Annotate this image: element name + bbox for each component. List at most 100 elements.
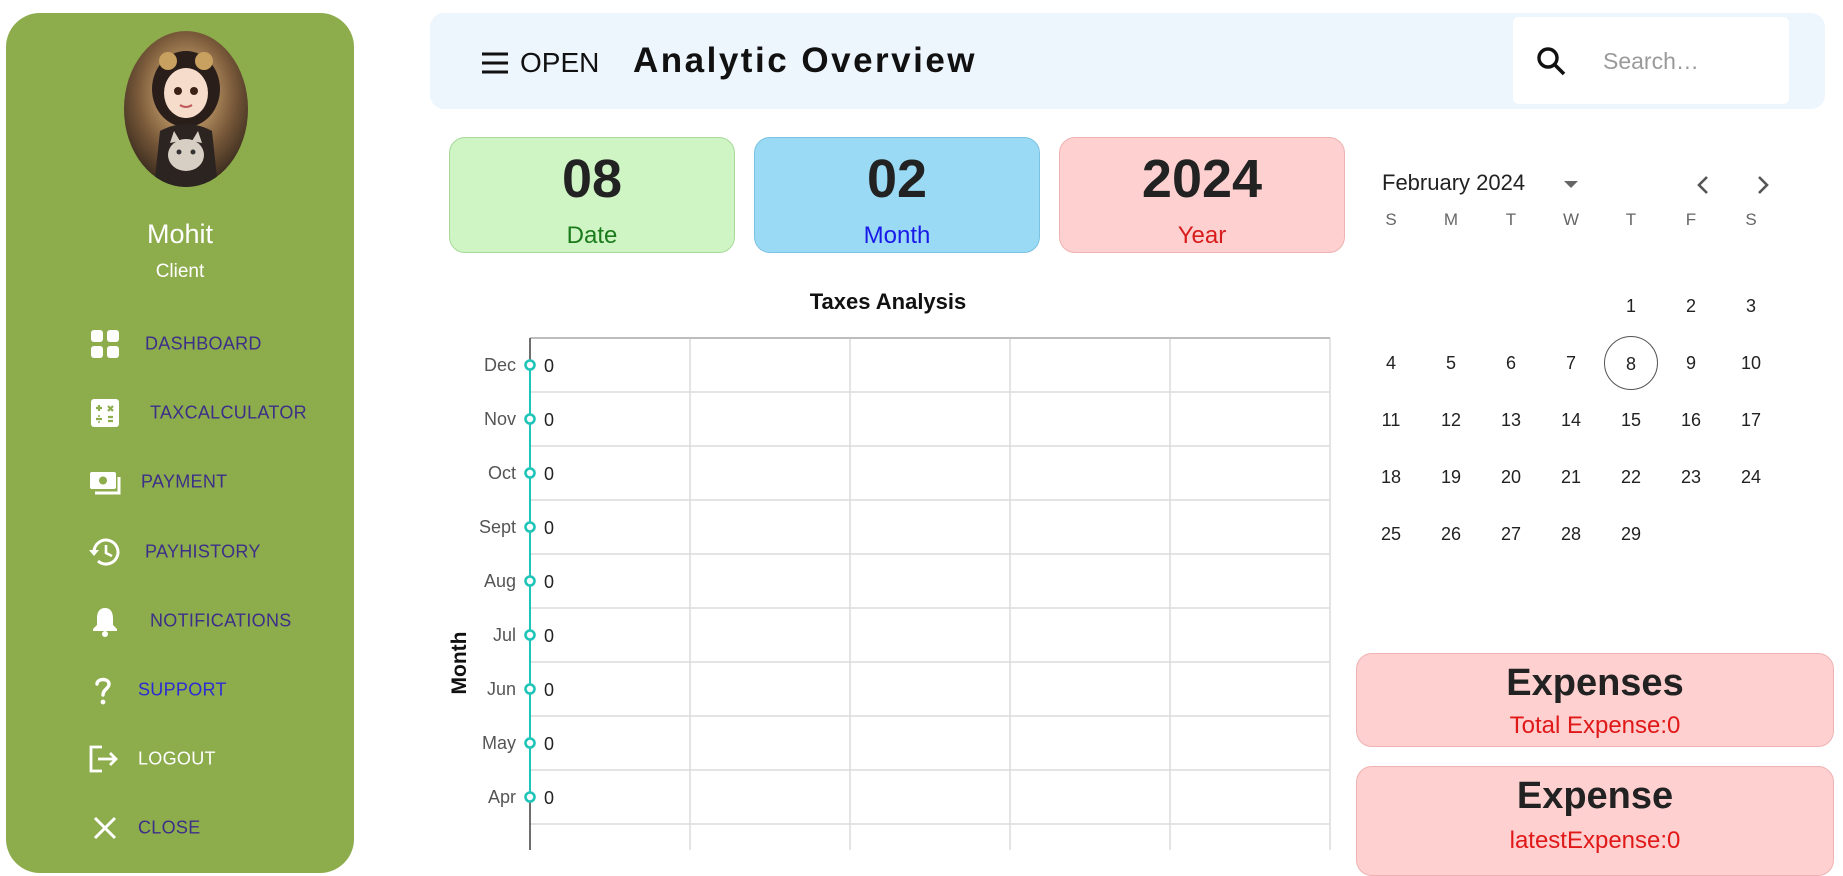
calendar-weekday: T [1505,210,1517,229]
sidebar-item-support[interactable]: SUPPORT [6,665,354,715]
y-tick-label: Jul [493,625,516,645]
calculator-icon [88,396,122,430]
data-point [524,575,536,587]
user-name: Mohit [146,219,214,249]
calendar-day[interactable]: 17 [1740,410,1762,430]
user-role: Client [155,261,205,282]
menu-icon [482,52,508,74]
calendar-day[interactable]: 15 [1620,410,1642,430]
calendar-day[interactable]: 3 [1745,296,1756,316]
sidebar-item-label: PAYMENT [141,471,228,492]
calendar-weekday: W [1562,210,1580,229]
header-bar: OPEN Analytic Overview [430,13,1825,109]
calendar-day[interactable]: 25 [1380,524,1402,544]
chart-title: Taxes Analysis [810,289,967,314]
year-label: Year [1177,222,1227,249]
calendar-day[interactable]: 16 [1680,410,1702,430]
data-point [524,791,536,803]
data-label: 0 [544,464,554,484]
calendar-weekday: F [1685,210,1697,229]
sidebar-item-label: NOTIFICATIONS [150,610,292,631]
calendar-weekday: S [1385,210,1397,229]
chevron-right-icon [1758,176,1769,194]
y-tick-label: Oct [488,463,516,483]
logout-icon [86,742,120,776]
calendar-day[interactable]: 14 [1560,410,1582,430]
data-point [524,413,536,425]
data-point [524,629,536,641]
history-icon [88,535,122,569]
page-title: Analytic Overview [633,41,978,80]
y-tick-label: Dec [484,355,516,375]
calendar-day[interactable]: 4 [1385,353,1396,373]
bell-icon [88,604,122,638]
calendar-day[interactable]: 22 [1620,467,1642,487]
data-label: 0 [544,680,554,700]
calendar-day[interactable]: 12 [1440,410,1462,430]
calendar-day[interactable]: 2 [1685,296,1696,316]
search-icon [1537,47,1566,76]
payment-icon [88,465,122,499]
calendar-day[interactable]: 5 [1445,353,1456,373]
sidebar-item-notifications[interactable]: NOTIFICATIONS [6,596,354,646]
calendar-day[interactable]: 10 [1740,353,1762,373]
calendar-day[interactable]: 21 [1560,467,1582,487]
y-tick-label: May [482,733,516,753]
dashboard-icon [88,327,122,361]
y-tick-label: Nov [484,409,516,429]
expenses-card: Expenses Total Expense:0 [1356,653,1834,747]
y-tick-label: Apr [488,787,516,807]
month-value: 02 [866,149,928,209]
date-value: 08 [561,149,623,209]
date-label: Date [566,222,618,249]
calendar-weekday: M [1443,210,1459,229]
data-label: 0 [544,626,554,646]
previous-month-button[interactable] [1686,168,1720,202]
open-menu-label: OPEN [520,47,600,78]
date-card: 08 Date [449,137,735,253]
calendar-day[interactable]: 27 [1500,524,1522,544]
calendar-day[interactable]: 28 [1560,524,1582,544]
calendar-day[interactable]: 23 [1680,467,1702,487]
data-label: 0 [544,734,554,754]
data-point [524,467,536,479]
sidebar-item-label: SUPPORT [138,679,227,700]
data-label: 0 [544,518,554,538]
chevron-down-icon[interactable] [1560,176,1582,192]
calendar-weekday: T [1625,210,1637,229]
calendar-day[interactable]: 11 [1381,410,1401,430]
calendar-day[interactable]: 18 [1380,467,1402,487]
data-point [524,683,536,695]
sidebar-item-taxcalculator[interactable]: TAXCALCULATOR [6,388,354,438]
expense-card: Expense latestExpense:0 [1356,766,1834,876]
year-value: 2024 [1141,149,1263,209]
sidebar-item-logout[interactable]: LOGOUT [6,734,354,784]
calendar-day[interactable]: 7 [1565,353,1576,373]
sidebar-item-close[interactable]: CLOSE [6,803,354,853]
data-label: 0 [544,572,554,592]
month-label: Month [863,222,931,249]
calendar-day[interactable]: 24 [1740,467,1762,487]
calendar-day[interactable]: 13 [1500,410,1522,430]
sidebar-item-label: CLOSE [138,817,201,838]
y-tick-label: Aug [484,571,516,591]
sidebar-item-label: TAXCALCULATOR [150,402,307,423]
search-input[interactable] [1601,41,1775,81]
calendar: February 2024 S M T W T F S 1 2 3 4 5 6 7 8 9 10 11 12 13 14… [1360,150,1790,570]
search-box [1513,17,1789,104]
calendar-day[interactable]: 6 [1505,353,1516,373]
sidebar-item-payhistory[interactable]: PAYHISTORY [6,527,354,577]
calendar-day[interactable]: 20 [1500,467,1522,487]
calendar-day-today[interactable]: 8 [1604,336,1658,390]
sidebar-item-dashboard[interactable]: DASHBOARD [6,319,354,369]
month-card: 02 Month [754,137,1040,253]
calendar-day[interactable]: 9 [1685,353,1696,373]
taxes-chart-svg: Taxes Analysis Month Dec 0 Nov 0 Oct 0 Sept 0 Aug 0… [448,289,1331,876]
calendar-day[interactable]: 29 [1620,524,1642,544]
sidebar-item-payment[interactable]: PAYMENT [6,457,354,507]
calendar-day[interactable]: 26 [1440,524,1462,544]
help-icon [86,673,120,707]
calendar-day[interactable]: 1 [1625,296,1636,316]
next-month-button[interactable] [1746,168,1780,202]
calendar-day[interactable]: 19 [1440,467,1462,487]
